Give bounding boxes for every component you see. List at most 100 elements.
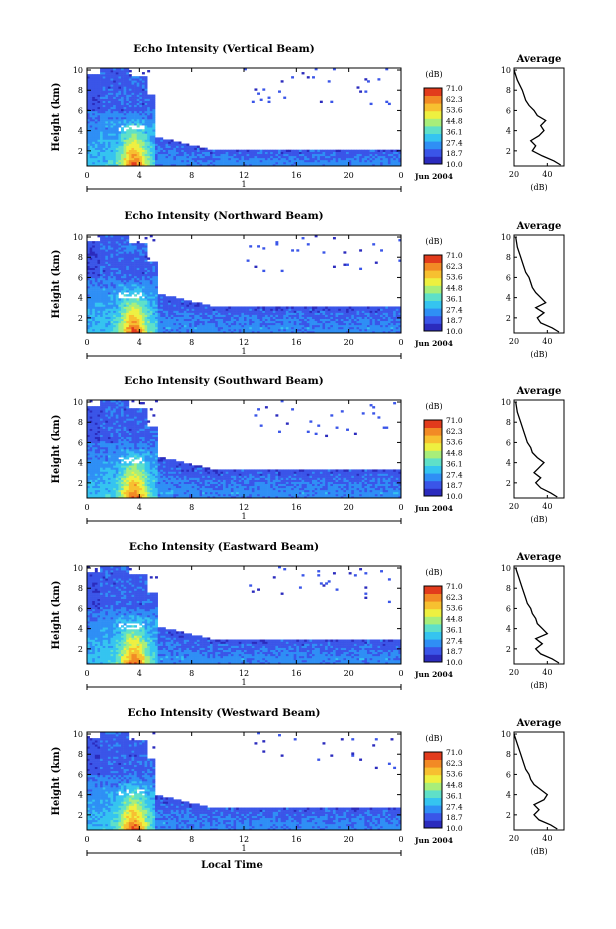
heatmap-cell — [139, 155, 143, 159]
heatmap-cell — [196, 155, 200, 159]
heatmap-cell — [144, 119, 148, 122]
heatmap-cell — [110, 147, 114, 150]
heatmap-cell — [110, 265, 114, 268]
heatmap-cell — [128, 110, 132, 114]
heatmap-cell — [89, 269, 93, 273]
heatmap-cell — [102, 94, 106, 97]
heatmap-cell — [385, 316, 389, 320]
heatmap-cell — [94, 78, 98, 81]
heatmap-cell — [241, 312, 245, 315]
heatmap-cell — [230, 159, 234, 163]
heatmap-cell — [249, 153, 253, 157]
heatmap-cell — [126, 155, 130, 159]
heatmap-cell — [259, 330, 263, 334]
heatmap-cell — [168, 141, 172, 144]
heatmap-cell — [338, 330, 342, 334]
heatmap-cell — [126, 151, 130, 155]
heatmap-cell — [264, 157, 268, 161]
heatmap-cell — [160, 149, 164, 153]
heatmap-cell — [267, 316, 271, 320]
heatmap-cell — [332, 328, 336, 332]
heatmap-cell — [246, 161, 250, 165]
heatmap-cell — [147, 121, 151, 124]
heatmap-cell — [217, 149, 221, 153]
heatmap-cell — [369, 324, 373, 328]
heatmap-cell — [97, 104, 101, 108]
heatmap-cell — [100, 239, 103, 242]
heatmap-cell — [230, 310, 234, 313]
heatmap-cell — [319, 155, 323, 159]
heatmap-cell — [121, 119, 124, 122]
heatmap-cell — [89, 86, 93, 89]
heatmap-cell — [204, 322, 208, 326]
heatmap-cell — [322, 151, 326, 155]
heatmap-cell — [183, 304, 187, 307]
heatmap-cell — [202, 312, 206, 315]
heatmap-cell — [204, 310, 208, 313]
heatmap-cell — [107, 304, 111, 307]
heatmap-cell — [262, 324, 266, 328]
heatmap-cell — [393, 163, 397, 167]
heatmap-cell — [254, 318, 258, 322]
heatmap-cell — [110, 281, 114, 285]
heatmap-cell — [199, 322, 203, 326]
heatmap-cell — [139, 330, 143, 334]
heatmap-cell — [267, 161, 271, 165]
heatmap-cell — [128, 92, 132, 95]
heatmap-cell — [121, 143, 124, 146]
heatmap-cell — [238, 310, 242, 313]
heatmap-cell — [272, 161, 276, 165]
heatmap-cell — [181, 310, 185, 313]
heatmap-cell — [110, 149, 114, 153]
heatmap-cell — [330, 318, 334, 322]
heatmap-cell — [87, 117, 90, 120]
heatmap-cell — [162, 153, 166, 157]
heatmap-cell — [325, 312, 329, 315]
heatmap-cell — [100, 78, 103, 81]
heatmap-cell — [296, 249, 300, 252]
heatmap-cell — [387, 306, 391, 309]
heatmap-cell — [374, 320, 378, 324]
heatmap-cell — [157, 159, 161, 163]
heatmap-cell — [126, 306, 130, 309]
panel-title: Echo Intensity (Southward Beam) — [124, 375, 323, 387]
heatmap-cell — [168, 330, 172, 334]
heatmap-cell — [183, 322, 187, 326]
heatmap-cell — [285, 161, 289, 165]
heatmap-cell — [97, 143, 101, 146]
heatmap-cell — [92, 475, 96, 478]
heatmap-cell — [102, 267, 106, 271]
heatmap-cell — [102, 324, 106, 328]
heatmap-cell — [126, 114, 130, 118]
heatmap-cell — [107, 302, 111, 305]
heatmap-cell — [327, 328, 331, 332]
heatmap-cell — [275, 328, 279, 332]
heatmap-cell — [385, 151, 389, 155]
heatmap-cell — [147, 70, 151, 73]
heatmap-cell — [141, 326, 145, 330]
heatmap-cell — [134, 112, 138, 116]
heatmap-cell — [110, 324, 114, 328]
heatmap-cell — [97, 139, 101, 142]
average-profile-line — [515, 236, 560, 333]
heatmap-cell — [327, 153, 331, 157]
heatmap-cell — [107, 98, 111, 101]
heatmap-cell — [105, 322, 109, 326]
heatmap-cell — [100, 477, 103, 480]
heatmap-cell — [152, 267, 156, 271]
heatmap-cell — [128, 288, 132, 291]
heatmap-cell — [121, 159, 124, 163]
heatmap-cell — [322, 326, 326, 330]
heatmap-cell — [327, 306, 331, 309]
heatmap-cell — [272, 322, 276, 326]
heatmap-cell — [343, 326, 347, 330]
heatmap-cell — [293, 163, 297, 167]
heatmap-cell — [377, 149, 381, 153]
heatmap-cell — [259, 322, 263, 326]
heatmap-cell — [136, 96, 140, 99]
heatmap-cell — [105, 78, 109, 81]
heatmap-cell — [102, 459, 106, 462]
heatmap-cell — [94, 275, 98, 279]
heatmap-cell — [121, 245, 124, 248]
heatmap-cell — [262, 161, 266, 165]
